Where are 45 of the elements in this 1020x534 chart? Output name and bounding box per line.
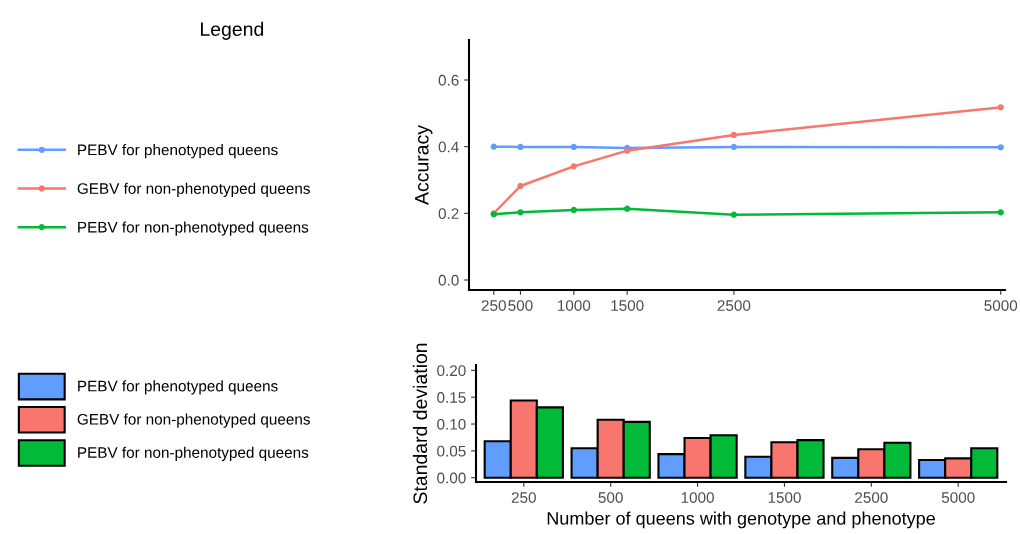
y-tick-label: 0.15 (437, 392, 466, 403)
x-tick-label: 1000 (681, 492, 714, 503)
x-tick-label: 500 (598, 492, 623, 503)
point (490, 143, 497, 150)
point (570, 143, 577, 151)
x-tick-label: 1000 (557, 300, 591, 311)
x-tick-label: 500 (508, 300, 533, 311)
x-tick-label: 250 (481, 300, 506, 311)
y-tick-label: 0.20 (437, 365, 466, 377)
point (997, 209, 1004, 216)
y-tick-label: 0.0 (438, 274, 459, 286)
legend-label: PEBV for non-phenotyped queens (78, 446, 309, 461)
x-tick-label: 5000 (984, 300, 1018, 311)
point (517, 143, 524, 151)
y-axis-title: Standard deviation (412, 343, 428, 504)
legend-label: PEBV for phenotyped queens (78, 144, 278, 159)
x-axis-title: Number of queens with genotype and phenotype (547, 511, 935, 529)
legend-label: PEBV for phenotyped queens (78, 380, 278, 395)
y-tick-label: 0.00 (437, 472, 466, 484)
legend-label: GEBV for non-phenotyped queens (77, 413, 310, 428)
x-tick-label: 1500 (768, 492, 801, 503)
y-tick-label: 0.10 (437, 418, 466, 430)
y-tick-label: 0.4 (438, 141, 459, 153)
point (624, 205, 631, 212)
point (730, 131, 738, 139)
x-tick-label: 1500 (611, 300, 644, 311)
legend-label: GEBV for non-phenotyped queens (77, 182, 310, 197)
y-tick-label: 0.2 (438, 208, 459, 220)
point (997, 104, 1004, 111)
legend-title: Legend (201, 21, 264, 40)
point (517, 182, 524, 190)
point (997, 144, 1004, 151)
legend-label: PEBV for non-phenotyped queens (78, 221, 309, 236)
y-tick-label: 0.05 (437, 445, 466, 457)
point (730, 211, 738, 218)
point (570, 206, 577, 214)
point (517, 209, 524, 216)
x-tick-label: 2500 (855, 492, 888, 503)
x-tick-label: 250 (511, 492, 536, 503)
x-tick-label: 2500 (717, 300, 751, 311)
point (730, 143, 738, 151)
x-tick-label: 5000 (941, 492, 975, 503)
y-axis-title: Accuracy (415, 125, 433, 205)
y-tick-label: 0.6 (438, 74, 459, 86)
point (570, 163, 577, 170)
